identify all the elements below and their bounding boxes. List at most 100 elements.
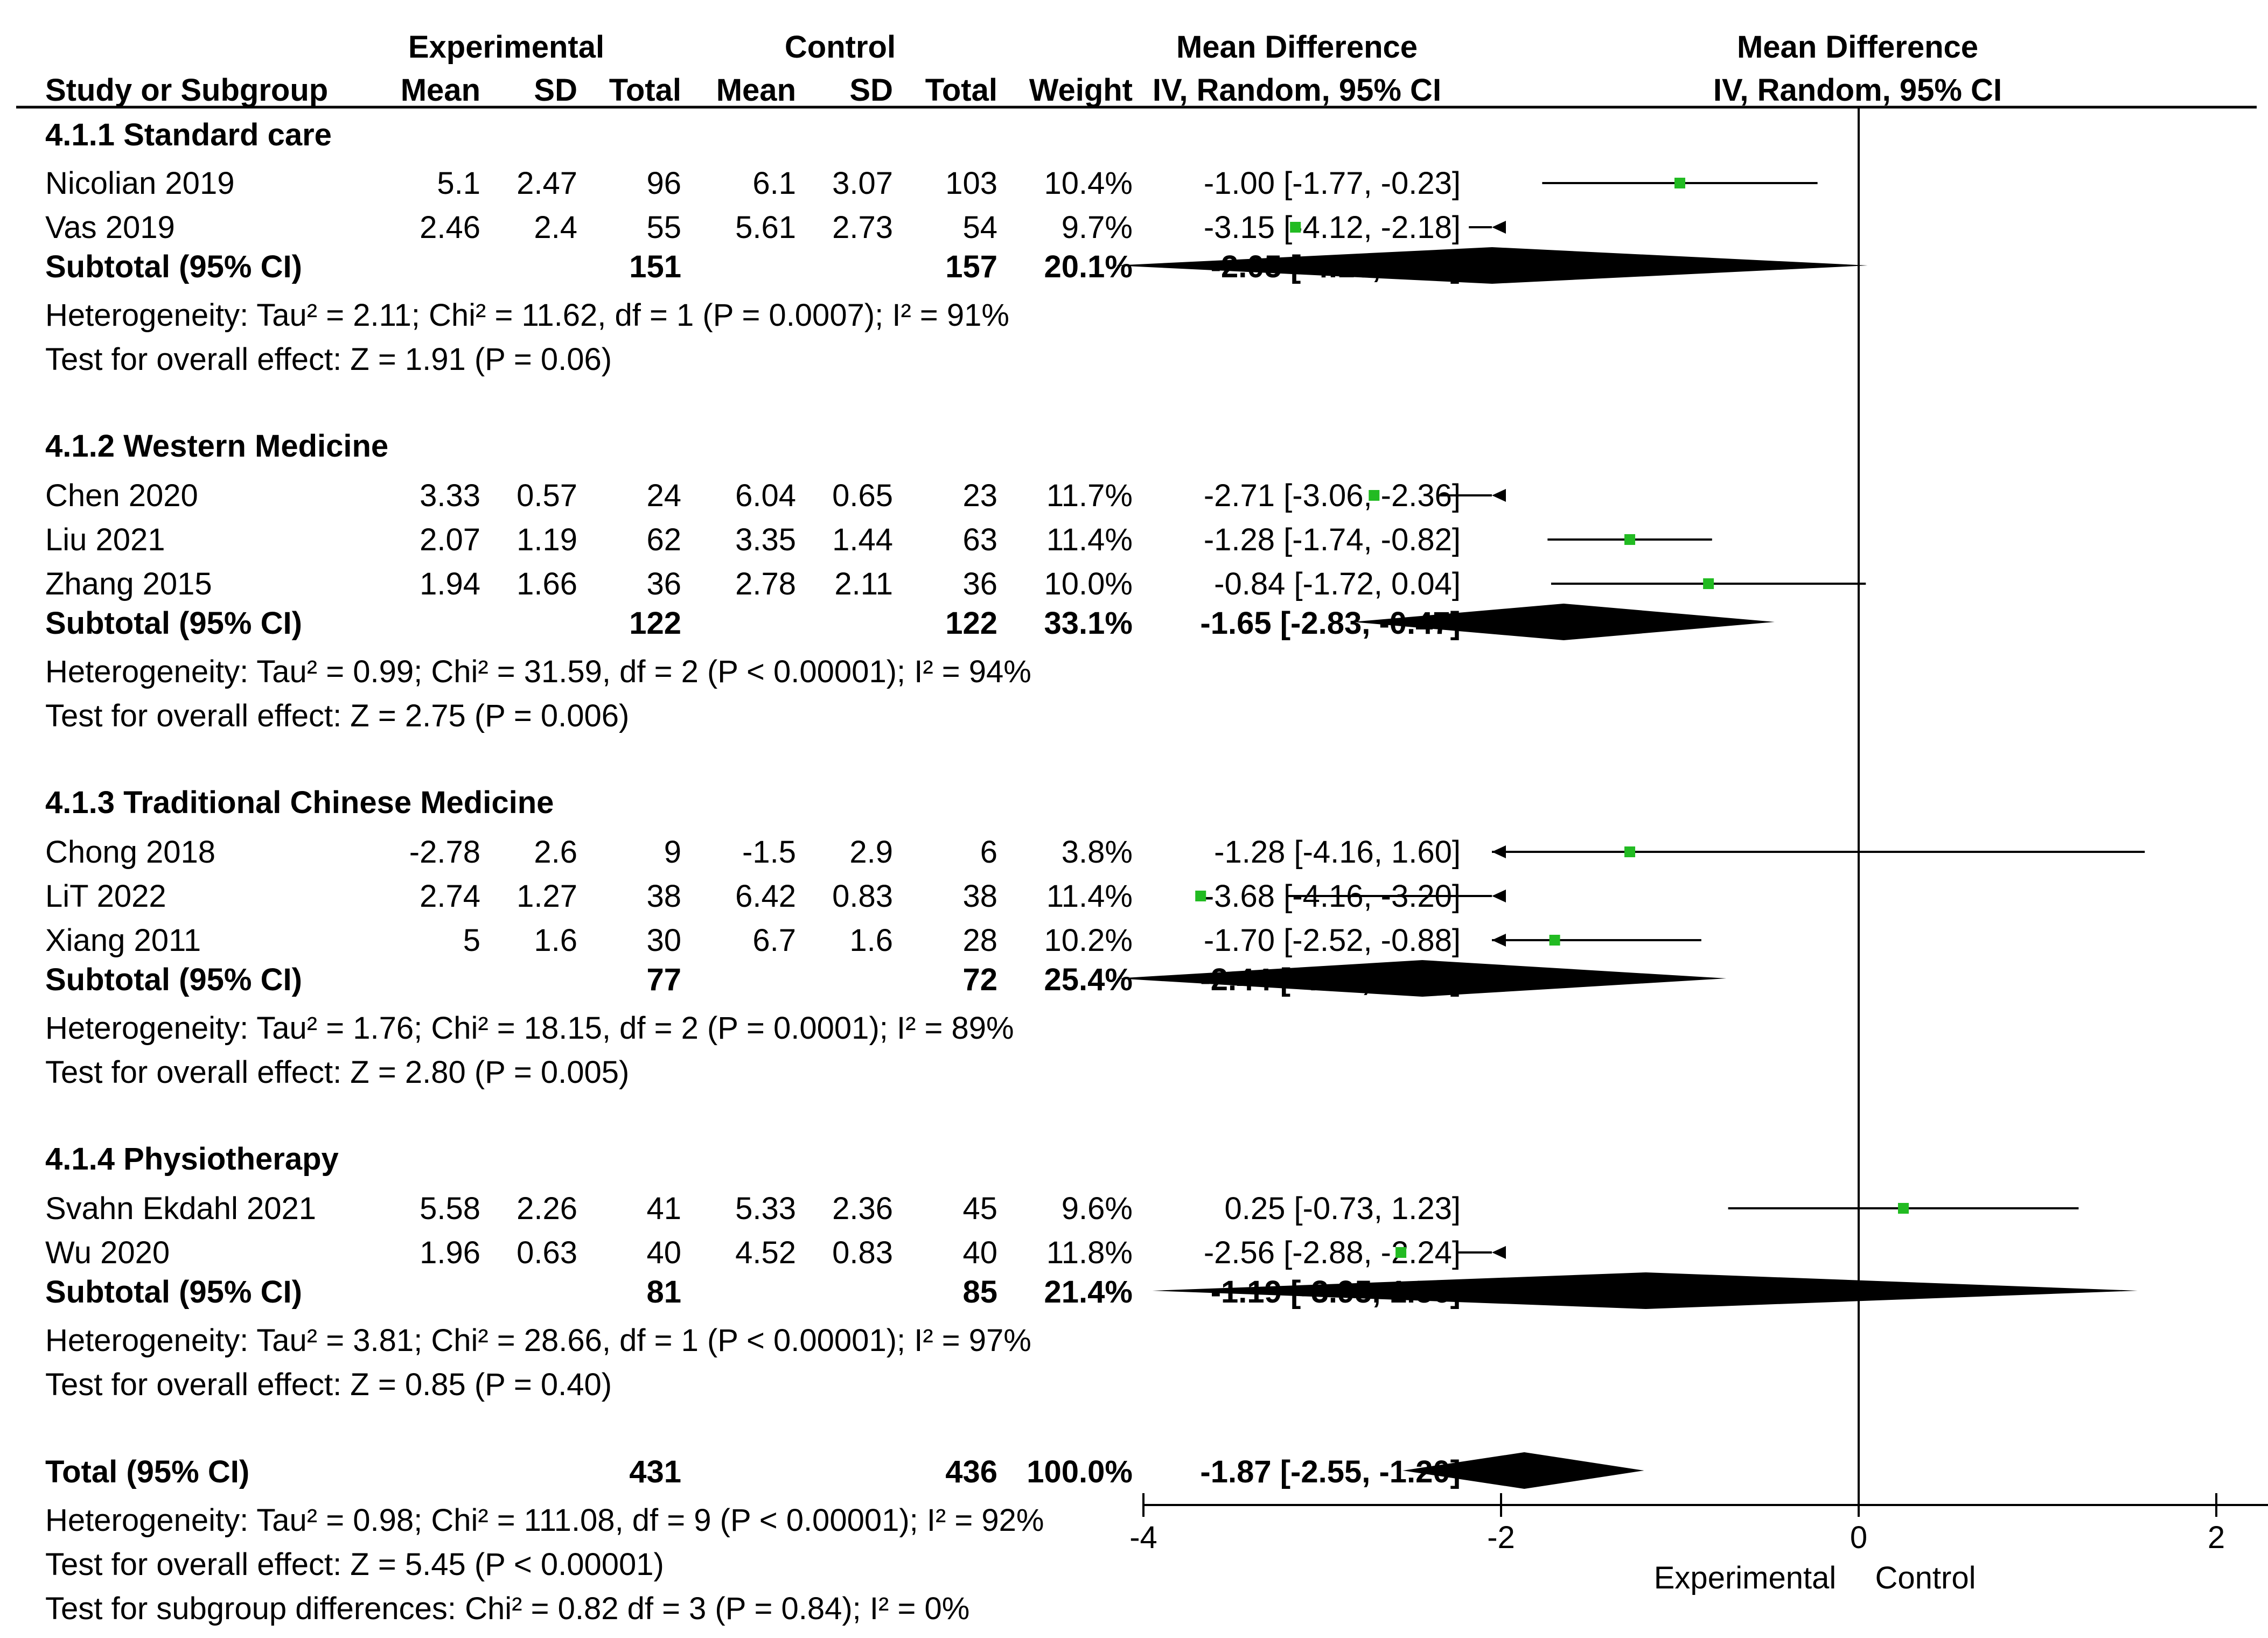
study-sd-e: 2.47: [517, 166, 577, 201]
total-total-c: 436: [945, 1454, 997, 1489]
study-name: Wu 2020: [45, 1235, 170, 1270]
study-sd-c: 0.83: [832, 1235, 893, 1270]
study-total-c: 63: [962, 522, 997, 557]
study-ci-text: -1.28 [-4.16, 1.60]: [1214, 835, 1461, 870]
study-mean-e: 2.07: [420, 522, 480, 557]
study-sd-c: 2.73: [832, 210, 893, 245]
overall-effect-text: Test for overall effect: Z = 1.91 (P = 0…: [45, 342, 612, 377]
study-mean-e: 5.58: [420, 1191, 480, 1226]
study-name: Chen 2020: [45, 478, 198, 513]
subtotal-label: Subtotal (95% CI): [45, 249, 302, 284]
ci-clipped-arrow: [1492, 1246, 1506, 1259]
study-sd-e: 1.27: [517, 879, 577, 914]
footer-note: Test for subgroup differences: Chi² = 0.…: [45, 1591, 969, 1626]
subtotal-total-e: 81: [646, 1275, 681, 1310]
study-point-estimate: [1395, 1247, 1407, 1258]
study-name: Liu 2021: [45, 522, 165, 557]
subtotal-weight: 25.4%: [1044, 962, 1133, 997]
heterogeneity-text: Heterogeneity: Tau² = 3.81; Chi² = 28.66…: [45, 1323, 1031, 1358]
weight-column-header: Weight: [1029, 73, 1133, 108]
total-diamond: [1402, 1452, 1644, 1489]
study-total-e: 38: [646, 879, 681, 914]
study-weight: 10.4%: [1044, 166, 1133, 201]
study-point-estimate: [1703, 578, 1714, 589]
ci-clipped-arrow: [1492, 934, 1506, 947]
study-ci-text: -2.56 [-2.88, -2.24]: [1204, 1235, 1461, 1270]
study-mean-c: 5.33: [735, 1191, 796, 1226]
study-ci-text: -1.28 [-1.74, -0.82]: [1204, 522, 1461, 557]
study-total-c: 103: [945, 166, 997, 201]
favours-experimental-label: Experimental: [1654, 1560, 1836, 1595]
study-ci-text: -3.15 [-4.12, -2.18]: [1204, 210, 1461, 245]
sd-e-column-header: SD: [534, 73, 577, 108]
study-mean-c: 6.1: [752, 166, 796, 201]
subtotal-total-e: 122: [629, 606, 681, 641]
study-mean-e: 2.46: [420, 210, 480, 245]
subtotal-label: Subtotal (95% CI): [45, 1275, 302, 1310]
study-sd-c: 2.11: [834, 566, 893, 601]
study-sd-c: 3.07: [832, 166, 893, 201]
subgroup-title: 4.1.1 Standard care: [45, 117, 332, 152]
study-sd-e: 2.6: [534, 835, 577, 870]
study-sd-c: 1.44: [832, 522, 893, 557]
heterogeneity-text: Heterogeneity: Tau² = 0.99; Chi² = 31.59…: [45, 654, 1031, 689]
overall-effect-text: Test for overall effect: Z = 2.80 (P = 0…: [45, 1055, 629, 1090]
study-total-e: 96: [646, 166, 681, 201]
subtotal-weight: 33.1%: [1044, 606, 1133, 641]
study-mean-c: 6.7: [752, 923, 796, 958]
study-ci-text: -0.84 [-1.72, 0.04]: [1214, 566, 1461, 601]
study-mean-c: 3.35: [735, 522, 796, 557]
study-mean-c: 6.42: [735, 879, 796, 914]
subtotal-diamond: [1114, 247, 1868, 284]
study-mean-c: 4.52: [735, 1235, 796, 1270]
control-group-header: Control: [785, 30, 896, 65]
study-weight: 9.6%: [1062, 1191, 1133, 1226]
ci-clipped-arrow: [1492, 845, 1506, 858]
overall-effect-text: Test for overall effect: Z = 0.85 (P = 0…: [45, 1367, 612, 1402]
subtotal-total-e: 77: [646, 962, 681, 997]
study-sd-c: 0.65: [832, 478, 893, 513]
study-weight: 10.2%: [1044, 923, 1133, 958]
study-name: LiT 2022: [45, 879, 166, 914]
study-total-e: 62: [646, 522, 681, 557]
study-sd-e: 1.66: [517, 566, 577, 601]
experimental-group-header: Experimental: [408, 30, 604, 65]
study-weight: 3.8%: [1062, 835, 1133, 870]
study-sd-c: 1.6: [849, 923, 893, 958]
effect-text-header: Mean Difference: [1176, 30, 1418, 65]
total-label: Total (95% CI): [45, 1454, 249, 1489]
heterogeneity-text: Heterogeneity: Tau² = 1.76; Chi² = 18.15…: [45, 1011, 1014, 1046]
x-tick-label: 2: [2208, 1520, 2225, 1555]
subtotal-weight: 20.1%: [1044, 249, 1133, 284]
study-sd-e: 0.57: [517, 478, 577, 513]
study-point-estimate: [1369, 490, 1380, 501]
study-weight: 10.0%: [1044, 566, 1133, 601]
footer-note: Heterogeneity: Tau² = 0.98; Chi² = 111.0…: [45, 1503, 1044, 1538]
study-weight: 11.8%: [1046, 1235, 1133, 1270]
study-point-estimate: [1624, 534, 1636, 545]
x-tick-label: 0: [1850, 1520, 1867, 1555]
study-point-estimate: [1624, 846, 1636, 857]
favours-control-label: Control: [1875, 1560, 1976, 1595]
subtotal-total-c: 122: [945, 606, 997, 641]
study-total-c: 38: [962, 879, 997, 914]
study-total-c: 23: [962, 478, 997, 513]
x-tick-label: -4: [1129, 1520, 1157, 1555]
study-column-header: Study or Subgroup: [45, 73, 328, 108]
effect-plot-header: Mean Difference: [1737, 30, 1978, 65]
footer-note: Test for overall effect: Z = 5.45 (P < 0…: [45, 1547, 664, 1582]
subtotal-total-c: 157: [945, 249, 997, 284]
study-name: Chong 2018: [45, 835, 215, 870]
total-c-column-header: Total: [925, 73, 997, 108]
study-mean-c: 2.78: [735, 566, 796, 601]
study-mean-e: 5.1: [437, 166, 480, 201]
study-mean-e: -2.78: [409, 835, 480, 870]
study-sd-c: 0.83: [832, 879, 893, 914]
study-total-c: 28: [962, 923, 997, 958]
study-weight: 11.4%: [1046, 879, 1133, 914]
mean-e-column-header: Mean: [401, 73, 480, 108]
study-name: Xiang 2011: [45, 923, 201, 958]
study-total-e: 24: [646, 478, 681, 513]
study-mean-c: -1.5: [742, 835, 796, 870]
study-point-estimate: [1898, 1203, 1909, 1214]
